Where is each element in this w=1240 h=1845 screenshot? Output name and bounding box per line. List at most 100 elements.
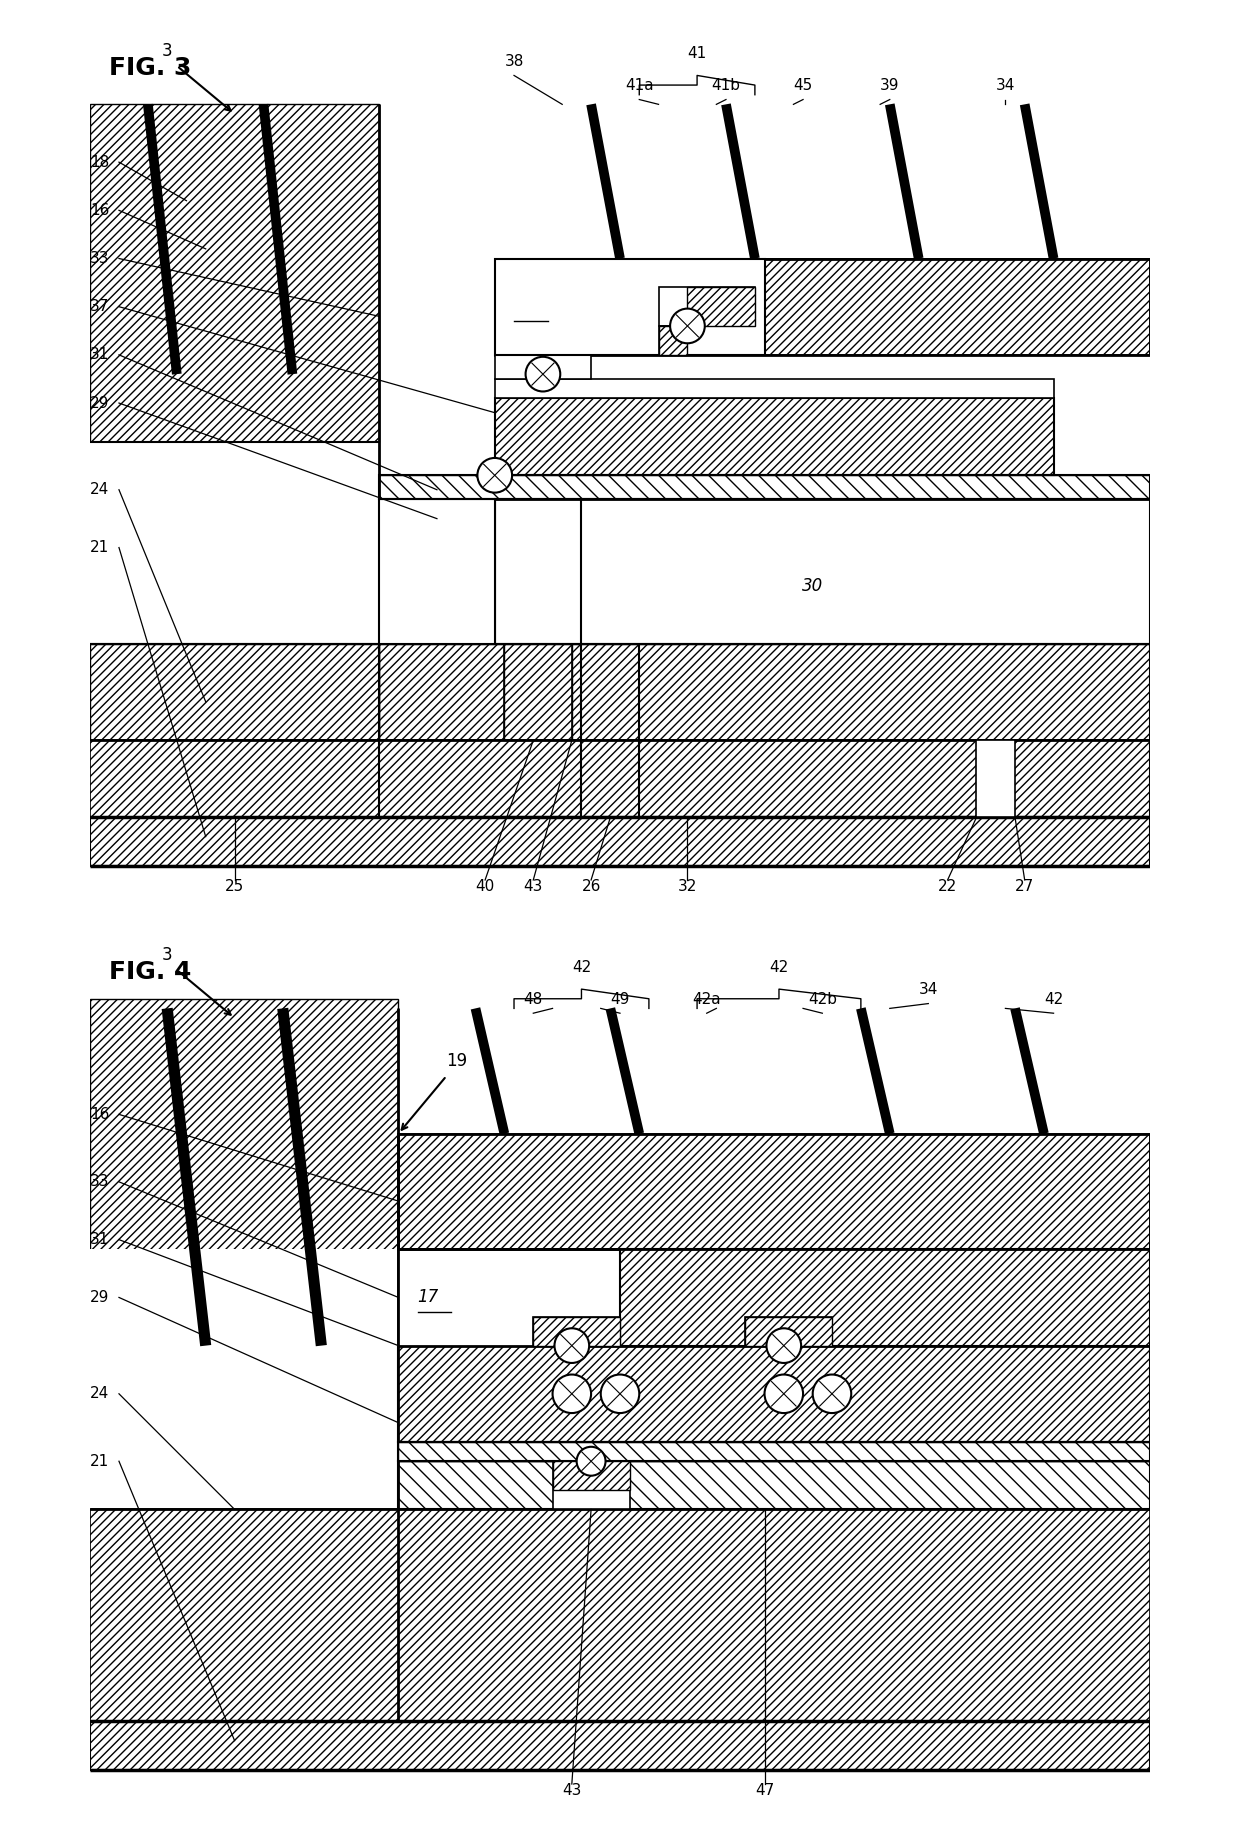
Circle shape — [600, 1375, 640, 1413]
Circle shape — [670, 308, 704, 343]
Text: 43: 43 — [523, 880, 543, 895]
Bar — [658, 288, 755, 327]
Bar — [658, 327, 687, 354]
Text: 42a: 42a — [692, 991, 720, 1007]
Text: 45: 45 — [794, 77, 812, 92]
Text: 34: 34 — [919, 982, 937, 996]
Bar — [379, 500, 495, 644]
Bar — [976, 740, 1016, 817]
Bar — [91, 740, 1149, 817]
Circle shape — [526, 356, 560, 391]
Text: 42: 42 — [769, 959, 789, 974]
Bar — [553, 1461, 630, 1509]
Circle shape — [577, 1446, 605, 1476]
Bar — [91, 644, 379, 788]
Text: 32: 32 — [678, 880, 697, 895]
Bar — [91, 105, 379, 441]
Bar — [620, 1249, 1149, 1345]
Circle shape — [554, 1328, 589, 1363]
Circle shape — [553, 1375, 591, 1413]
Bar — [398, 1133, 1149, 1249]
Bar — [398, 1461, 1149, 1509]
Text: 24: 24 — [91, 1386, 109, 1402]
Circle shape — [766, 1328, 801, 1363]
Text: FIG. 3: FIG. 3 — [109, 55, 192, 79]
Bar — [91, 644, 379, 788]
Text: 31: 31 — [91, 1232, 109, 1247]
Text: 49: 49 — [610, 991, 630, 1007]
Bar — [379, 644, 1149, 817]
Bar — [398, 1345, 1149, 1443]
Text: 40: 40 — [475, 880, 495, 895]
Bar — [91, 1249, 398, 1539]
Text: 41b: 41b — [712, 77, 740, 92]
Text: 24: 24 — [91, 482, 109, 498]
Bar — [398, 1345, 1149, 1443]
Text: 19: 19 — [445, 1052, 466, 1070]
Bar — [505, 644, 572, 740]
Bar — [495, 500, 1149, 644]
Bar — [553, 1461, 630, 1491]
Bar — [505, 644, 572, 740]
Text: 34: 34 — [996, 77, 1016, 92]
Bar — [379, 476, 1149, 500]
Text: 18: 18 — [91, 155, 109, 170]
Text: 33: 33 — [89, 251, 109, 266]
Bar — [398, 1461, 1149, 1509]
Text: 16: 16 — [91, 203, 109, 218]
Text: 17: 17 — [515, 297, 536, 315]
Text: 25: 25 — [224, 880, 244, 895]
Text: 27: 27 — [1016, 880, 1034, 895]
Bar — [91, 441, 379, 644]
Bar — [91, 998, 398, 1721]
Text: 22: 22 — [937, 880, 957, 895]
Bar — [658, 327, 687, 354]
Bar — [398, 1443, 1149, 1461]
Bar — [745, 1317, 832, 1345]
Bar — [398, 1133, 1149, 1249]
Text: 3: 3 — [162, 946, 172, 965]
Text: 21: 21 — [91, 1454, 109, 1469]
Bar — [745, 1317, 832, 1345]
Bar — [379, 644, 1149, 817]
Bar — [495, 378, 1054, 399]
Bar — [533, 1317, 620, 1345]
Text: 43: 43 — [562, 1784, 582, 1799]
Text: 3: 3 — [162, 42, 172, 61]
Text: 42: 42 — [1044, 991, 1063, 1007]
Text: 42b: 42b — [807, 991, 837, 1007]
Text: 30: 30 — [802, 577, 823, 596]
Circle shape — [477, 458, 512, 493]
Text: 47: 47 — [755, 1784, 774, 1799]
Bar — [765, 258, 1149, 354]
Text: 48: 48 — [523, 991, 543, 1007]
Text: 16: 16 — [91, 1107, 109, 1122]
Circle shape — [812, 1375, 851, 1413]
Text: FIG. 4: FIG. 4 — [109, 959, 192, 983]
Text: 29: 29 — [91, 395, 109, 411]
Bar — [495, 399, 1054, 476]
Text: 17: 17 — [418, 1288, 439, 1306]
Bar — [495, 399, 1054, 476]
Bar — [495, 258, 1149, 354]
Text: 31: 31 — [91, 347, 109, 362]
Bar — [495, 258, 1149, 354]
Text: 41a: 41a — [625, 77, 653, 92]
Text: 29: 29 — [91, 1290, 109, 1304]
Text: 26: 26 — [582, 880, 601, 895]
Text: 41: 41 — [687, 46, 707, 61]
Circle shape — [765, 1375, 804, 1413]
Bar — [398, 1249, 1149, 1345]
Bar — [620, 1249, 1149, 1345]
Bar — [533, 1317, 620, 1345]
Bar — [91, 1721, 1149, 1769]
Bar — [91, 817, 1149, 865]
Bar — [91, 1509, 1149, 1721]
Bar — [495, 258, 765, 354]
Bar — [379, 476, 1149, 500]
Bar — [495, 351, 591, 378]
Bar — [398, 1443, 1149, 1461]
Text: 38: 38 — [505, 54, 523, 68]
Text: 33: 33 — [89, 1173, 109, 1190]
Text: 21: 21 — [91, 541, 109, 555]
